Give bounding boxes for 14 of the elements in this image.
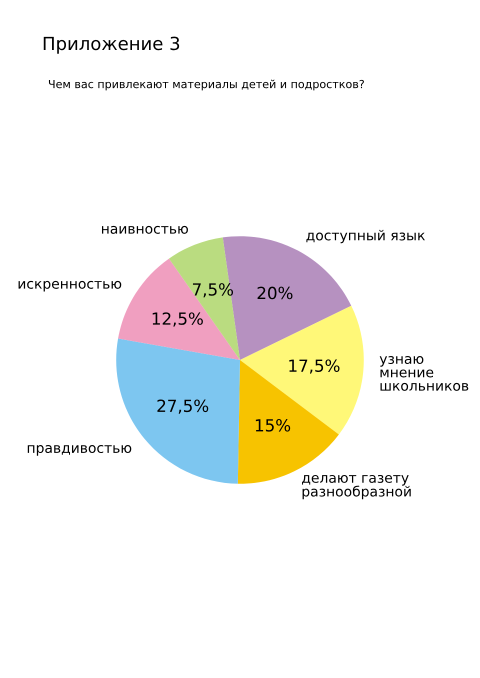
slice-label: правдивостью (28, 445, 132, 456)
slice-label: узнаю мнение школьников (380, 356, 468, 391)
chart-subtitle: Чем вас привлекают материалы детей и подростков? (48, 80, 364, 90)
slice-label: делают газету разнообразной (302, 474, 411, 500)
slice-label: доступный язык (306, 230, 425, 244)
data-label: 20% (258, 286, 292, 300)
data-label: 17,5% (289, 359, 340, 374)
chart-title: Приложение 3 (44, 36, 180, 54)
slice-label: искренностью (18, 280, 122, 292)
data-label: 12,5% (152, 312, 203, 327)
data-label: 27,5% (157, 399, 208, 414)
data-label: 7,5% (192, 283, 234, 298)
slice-label: наивностью (102, 226, 188, 234)
data-label: 15% (256, 418, 290, 432)
